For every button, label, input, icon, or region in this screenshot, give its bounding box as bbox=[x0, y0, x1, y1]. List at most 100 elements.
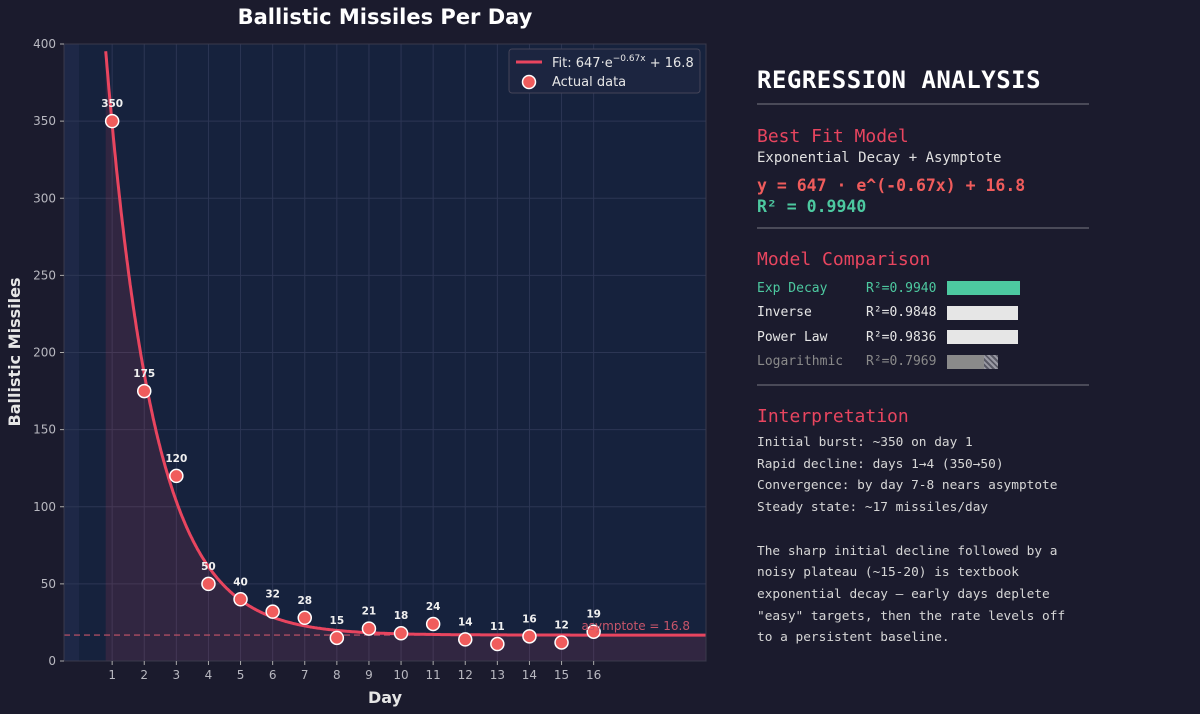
legend-box bbox=[508, 48, 701, 94]
x-tick-label: 11 bbox=[426, 668, 441, 682]
data-label: 16 bbox=[522, 613, 537, 625]
interpretation-heading: Interpretation bbox=[757, 406, 909, 427]
data-label: 21 bbox=[362, 606, 377, 618]
best-fit-name: Exponential Decay + Asymptote bbox=[757, 150, 1002, 166]
data-label: 50 bbox=[201, 561, 216, 573]
model-score-bar bbox=[947, 354, 1020, 369]
y-tick-label: 300 bbox=[33, 191, 56, 205]
x-tick-label: 2 bbox=[140, 668, 148, 682]
data-label: 14 bbox=[458, 616, 473, 628]
y-tick-label: 250 bbox=[33, 268, 56, 282]
data-label: 18 bbox=[394, 610, 409, 622]
data-points bbox=[104, 113, 601, 652]
x-tick-label: 6 bbox=[269, 668, 277, 682]
data-point bbox=[554, 635, 569, 650]
data-point bbox=[522, 629, 537, 644]
x-tick-label: 9 bbox=[365, 668, 373, 682]
data-label: 175 bbox=[133, 368, 155, 380]
data-point bbox=[329, 630, 345, 646]
data-point bbox=[490, 636, 505, 652]
model-name: Logarithmic bbox=[757, 354, 844, 370]
y-tick-label: 200 bbox=[33, 346, 56, 360]
legend-fit-label: Fit: 647·e−0.67x + 16.8 bbox=[552, 54, 694, 71]
panel-divider bbox=[757, 384, 1089, 386]
model-score-bar bbox=[947, 305, 1020, 320]
asymptote-label: asymptote = 16.8 bbox=[581, 619, 690, 633]
fit-r2: R² = 0.9940 bbox=[757, 197, 867, 216]
fit-equation: y = 647 · e^(-0.67x) + 16.8 bbox=[757, 176, 1026, 195]
panel-divider bbox=[757, 227, 1089, 229]
data-label: 350 bbox=[101, 98, 123, 110]
y-tick-label: 150 bbox=[33, 423, 56, 437]
best-fit-heading: Best Fit Model bbox=[757, 126, 909, 147]
regression-panel: REGRESSION ANALYSIS Best Fit Model Expon… bbox=[757, 66, 1089, 649]
data-point bbox=[458, 632, 473, 647]
y-axis-label: Ballistic Missiles bbox=[5, 278, 24, 427]
x-tick-label: 3 bbox=[173, 668, 181, 682]
model-name: Inverse bbox=[757, 305, 812, 321]
y-tick-label: 350 bbox=[33, 114, 56, 128]
data-label: 24 bbox=[426, 601, 441, 613]
x-tick-label: 10 bbox=[393, 668, 408, 682]
legend-data-swatch bbox=[521, 74, 537, 90]
data-point bbox=[297, 610, 312, 626]
model-row: Logarithmic R²=0.7969 bbox=[757, 350, 1089, 375]
data-label: 15 bbox=[330, 615, 345, 627]
legend-data-label: Actual data bbox=[552, 75, 626, 90]
point-labels: 350 175 120 50 40 32 28 15 21 18 24 14 11 16 12 19 bbox=[101, 98, 601, 633]
data-point bbox=[361, 621, 377, 636]
legend: Fit: 647·e−0.67x + 16.8 Actual data bbox=[508, 48, 701, 94]
data-point bbox=[169, 468, 184, 484]
data-label: 19 bbox=[586, 609, 601, 621]
y-tick-label: 100 bbox=[33, 500, 56, 514]
model-name: Power Law bbox=[757, 329, 828, 345]
model-row: Inverse R²=0.9848 bbox=[757, 301, 1089, 326]
panel-title: REGRESSION ANALYSIS bbox=[757, 66, 1042, 94]
y-axis-ticks: 0 50 100 150 200 250 300 350 400 bbox=[33, 37, 64, 668]
model-name: Exp Decay bbox=[757, 280, 828, 296]
x-tick-label: 4 bbox=[205, 668, 213, 682]
model-row: Power Law R²=0.9836 bbox=[757, 325, 1089, 350]
x-tick-label: 1 bbox=[108, 668, 116, 682]
x-tick-label: 15 bbox=[554, 668, 569, 682]
data-label: 11 bbox=[490, 621, 505, 633]
model-row: Exp Decay R²=0.9940 bbox=[757, 276, 1089, 301]
x-tick-label: 12 bbox=[458, 668, 473, 682]
x-axis-label: Day bbox=[368, 688, 403, 707]
data-point bbox=[137, 383, 152, 399]
y-tick-label: 0 bbox=[48, 654, 56, 668]
data-label: 40 bbox=[233, 576, 248, 588]
panel-divider bbox=[757, 103, 1089, 105]
x-tick-label: 5 bbox=[237, 668, 245, 682]
interpretation-text: Initial burst: ~350 on day 1 Rapid decli… bbox=[757, 435, 1066, 646]
x-tick-label: 14 bbox=[522, 668, 537, 682]
model-r2: R²=0.9848 bbox=[866, 305, 937, 321]
x-tick-label: 16 bbox=[586, 668, 601, 682]
model-r2: R²=0.9836 bbox=[866, 329, 937, 345]
data-label: 28 bbox=[297, 595, 312, 607]
data-point bbox=[233, 592, 248, 607]
data-label: 12 bbox=[554, 619, 569, 631]
model-r2: R²=0.9940 bbox=[866, 280, 937, 296]
y-tick-label: 50 bbox=[41, 577, 56, 591]
data-point bbox=[425, 616, 441, 632]
x-axis-ticks: 1 2 3 4 5 6 7 8 9 10 11 12 13 14 15 16 bbox=[108, 661, 601, 682]
y-tick-label: 400 bbox=[33, 37, 56, 51]
x-tick-label: 8 bbox=[333, 668, 341, 682]
fit-fill-area bbox=[105, 51, 706, 661]
model-r2: R²=0.7969 bbox=[866, 354, 937, 370]
comparison-heading: Model Comparison bbox=[757, 249, 931, 270]
chart-title: Ballistic Missiles Per Day bbox=[238, 5, 533, 29]
data-point bbox=[201, 576, 216, 592]
data-label: 120 bbox=[165, 453, 187, 465]
data-label: 32 bbox=[265, 589, 280, 601]
x-tick-label: 13 bbox=[490, 668, 505, 682]
model-score-bar bbox=[947, 330, 1020, 345]
model-comparison-list: Exp Decay R²=0.9940 Inverse R²=0.9848 Power … bbox=[757, 276, 1089, 374]
data-point bbox=[265, 604, 280, 619]
model-score-bar bbox=[947, 281, 1020, 296]
data-point bbox=[104, 113, 120, 129]
data-point bbox=[586, 624, 601, 639]
data-point bbox=[393, 625, 409, 641]
